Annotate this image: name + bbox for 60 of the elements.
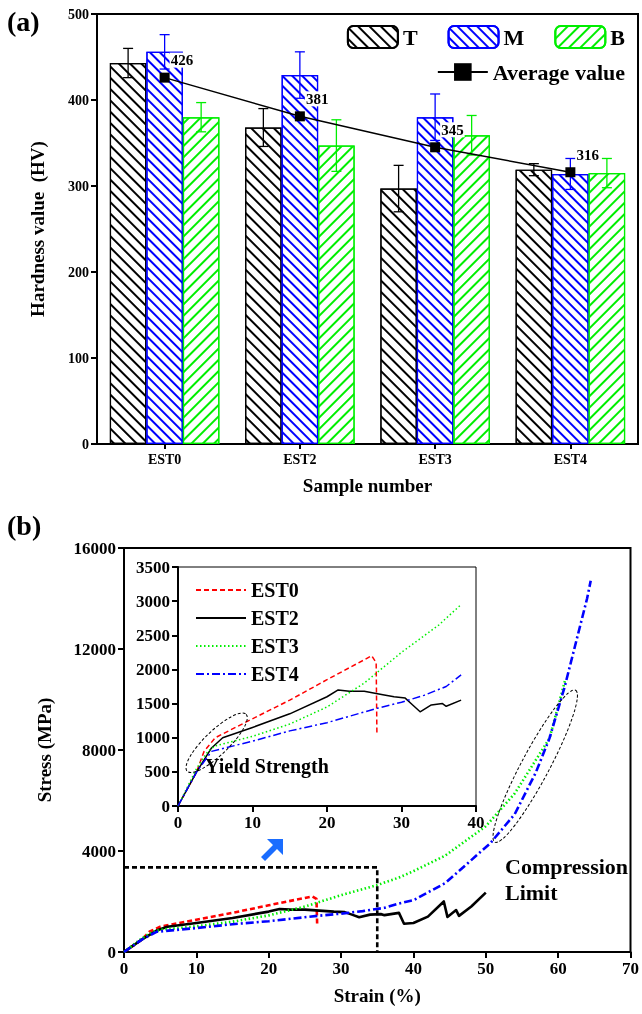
- y-tick-label: 16000: [73, 538, 116, 558]
- annotation: Yield Strength: [205, 755, 329, 778]
- y-tick-label: 400: [68, 92, 89, 108]
- chart-title: (b): [7, 509, 42, 541]
- x-tick-label: EST3: [418, 451, 452, 467]
- y-tick-label: 1000: [136, 728, 170, 748]
- legend-label: EST2: [251, 607, 299, 629]
- y-tick-label: 0: [161, 796, 170, 816]
- data-label: 381: [305, 90, 329, 107]
- y-tick-label: 0: [82, 436, 89, 452]
- y-tick-label: 3000: [136, 591, 170, 611]
- x-tick-label: 10: [244, 813, 261, 832]
- y-tick-label: 100: [68, 350, 89, 366]
- y-axis-title: Stress (MPa): [34, 697, 56, 803]
- x-tick-label: 10: [187, 959, 205, 978]
- y-tick-label: 200: [68, 264, 89, 280]
- x-tick-label: 50: [477, 959, 495, 978]
- x-tick-label: 20: [260, 959, 278, 978]
- y-tick-label: 500: [144, 762, 170, 782]
- y-tick-label: 0: [107, 942, 116, 962]
- x-tick-label: 30: [332, 959, 350, 978]
- x-tick-label: EST2: [283, 451, 317, 467]
- data-label: 345: [441, 121, 464, 138]
- x-tick-label: EST0: [147, 451, 182, 467]
- chart-title: (a): [7, 5, 40, 37]
- annotation: Compression Limit: [505, 853, 634, 905]
- y-tick-label: 1500: [136, 694, 170, 714]
- x-tick-label: 70: [622, 959, 639, 978]
- data-label: 316: [576, 146, 600, 163]
- legend-label: Average value: [492, 59, 626, 85]
- data-label: 426: [170, 52, 194, 69]
- y-tick-label: 4000: [82, 841, 116, 861]
- legend-label: EST3: [251, 635, 299, 657]
- y-axis-title: Hardness value (HV): [27, 141, 49, 317]
- x-axis-title: Sample number: [302, 475, 433, 496]
- legend-label: EST0: [251, 579, 299, 601]
- x-tick-label: 60: [549, 959, 567, 978]
- y-tick-label: 2000: [136, 659, 170, 679]
- x-tick-label: 40: [404, 959, 422, 978]
- y-tick-label: 300: [68, 178, 89, 194]
- x-tick-label: 0: [119, 959, 129, 978]
- y-tick-label: 12000: [73, 639, 116, 659]
- x-tick-label: 20: [318, 813, 336, 832]
- point: [565, 167, 576, 178]
- legend-label: T: [402, 24, 418, 50]
- x-tick-label: 0: [173, 813, 183, 832]
- y-tick-label: 3500: [136, 557, 170, 577]
- point: [159, 72, 170, 83]
- point: [294, 111, 305, 122]
- point: [430, 142, 441, 153]
- legend-label: M: [503, 24, 525, 50]
- legend-label: B: [610, 24, 626, 50]
- x-tick-label: 40: [467, 813, 485, 832]
- x-axis-title: Strain (%): [333, 985, 421, 1007]
- y-tick-label: 500: [68, 6, 89, 22]
- x-tick-label: 30: [393, 813, 410, 832]
- y-tick-label: 2500: [136, 625, 170, 645]
- x-tick-label: EST4: [553, 451, 588, 467]
- legend-label: EST4: [251, 663, 299, 685]
- y-tick-label: 8000: [82, 740, 116, 760]
